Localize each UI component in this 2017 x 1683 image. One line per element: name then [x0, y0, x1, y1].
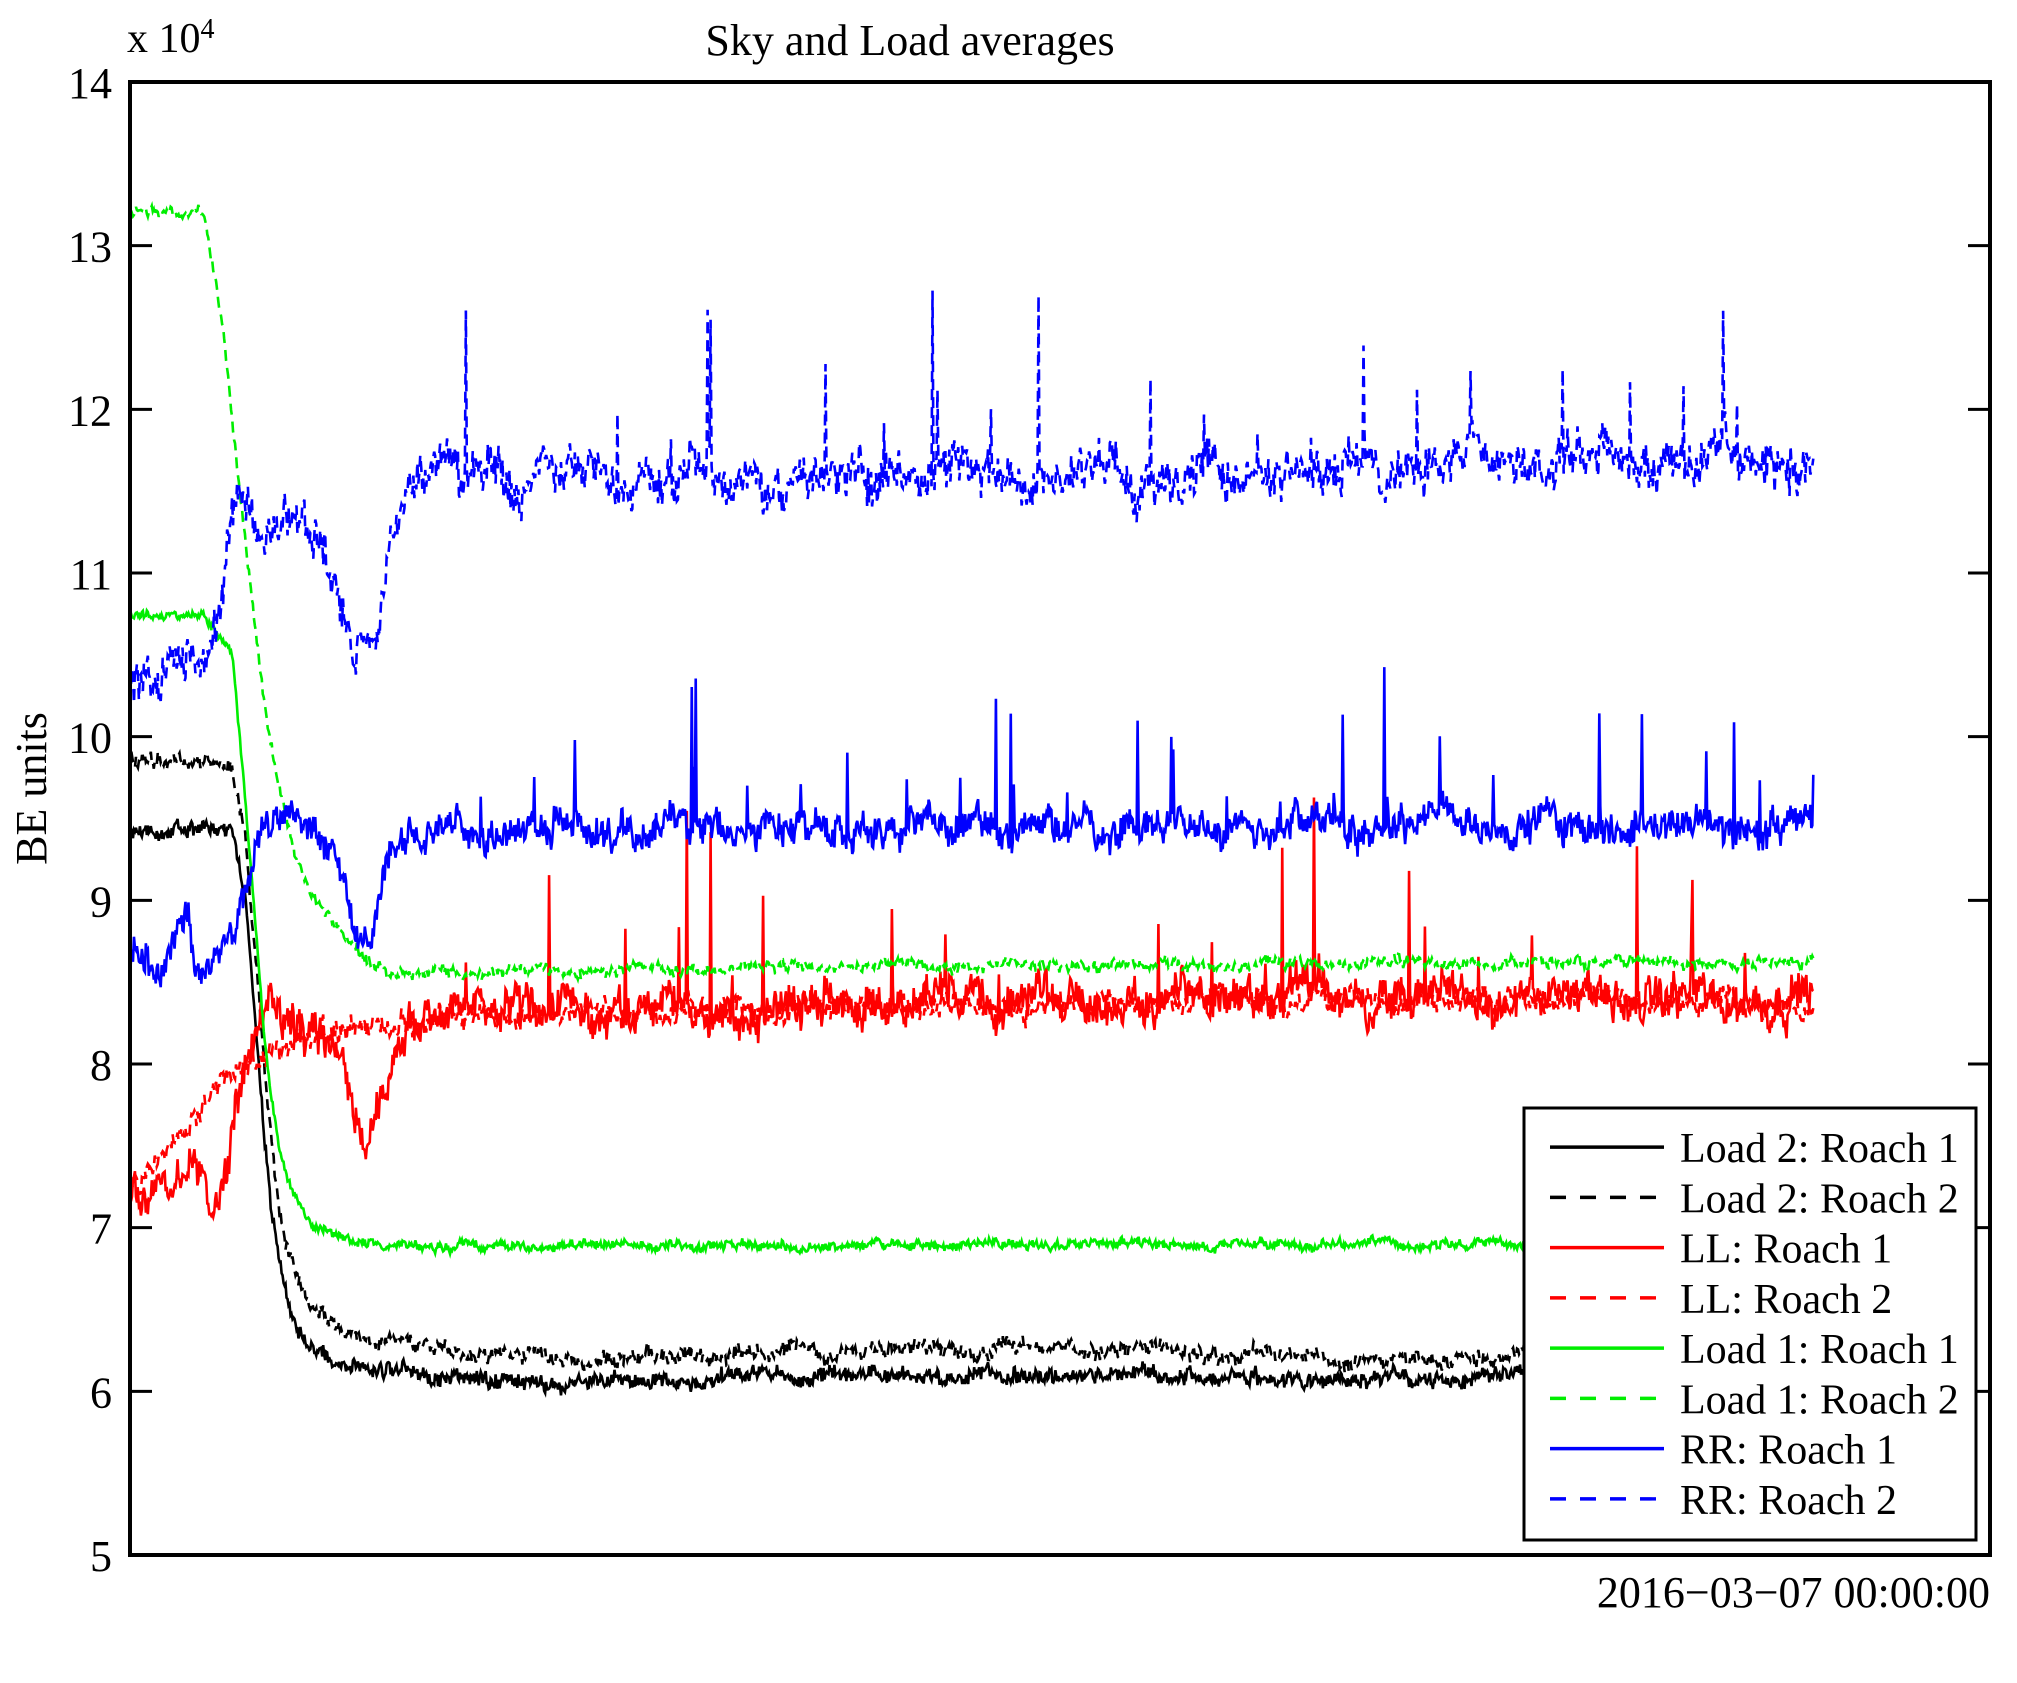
- legend-entry-3[interactable]: LL: Roach 2: [1550, 1277, 1892, 1323]
- legend-entry-4[interactable]: Load 1: Roach 1: [1550, 1327, 1959, 1373]
- legend-label-5: Load 1: Roach 2: [1680, 1377, 1959, 1423]
- legend-entry-7[interactable]: RR: Roach 2: [1550, 1478, 1897, 1524]
- ytick-label-13: 13: [68, 223, 112, 272]
- legend-box[interactable]: [1522, 1106, 1978, 1542]
- series-line-3: [129, 981, 1815, 1196]
- ytick-label-5: 5: [90, 1532, 112, 1581]
- ytick-label-14: 14: [68, 59, 112, 108]
- legend-label-0: Load 2: Roach 1: [1680, 1126, 1959, 1172]
- ytick-label-10: 10: [68, 714, 112, 763]
- legend-entry-6[interactable]: RR: Roach 1: [1550, 1428, 1897, 1474]
- plot-frame: [128, 80, 1992, 1557]
- y-axis-title: BE units: [7, 712, 56, 865]
- legend-entry-2[interactable]: LL: Roach 1: [1550, 1227, 1892, 1273]
- ytick-label-7: 7: [90, 1205, 112, 1254]
- ytick-label-12: 12: [68, 386, 112, 435]
- series-line-5: [128, 201, 1815, 986]
- y-exponent-label: x 104: [127, 14, 215, 62]
- y-exponent-superscript: 4: [201, 14, 215, 45]
- legend-label-2: LL: Roach 1: [1680, 1227, 1892, 1273]
- ytick-label-6: 6: [90, 1368, 112, 1417]
- legend-entry-5[interactable]: Load 1: Roach 2: [1550, 1377, 1959, 1423]
- legend-entry-1[interactable]: Load 2: Roach 2: [1550, 1176, 1959, 1222]
- series-line-6: [128, 667, 1815, 988]
- legend-label-4: Load 1: Roach 1: [1680, 1327, 1959, 1373]
- x-axis-date-label: 2016−03−07 00:00:00: [1597, 1568, 1990, 1617]
- ytick-label-8: 8: [90, 1041, 112, 1090]
- legend-label-7: RR: Roach 2: [1680, 1478, 1897, 1524]
- legend-label-6: RR: Roach 1: [1680, 1428, 1897, 1474]
- chart-title: Sky and Load averages: [705, 16, 1114, 65]
- legend-label-3: LL: Roach 2: [1680, 1277, 1892, 1323]
- ytick-label-9: 9: [90, 877, 112, 926]
- series-line-7: [128, 290, 1815, 704]
- ytick-label-11: 11: [70, 550, 112, 599]
- legend-entry-0[interactable]: Load 2: Roach 1: [1550, 1126, 1959, 1172]
- legend-label-1: Load 2: Roach 2: [1680, 1176, 1959, 1222]
- text-layer: 5 6 7 8 9 10 11 12 13 14 x 104 Sky and Load average…: [7, 14, 1990, 1617]
